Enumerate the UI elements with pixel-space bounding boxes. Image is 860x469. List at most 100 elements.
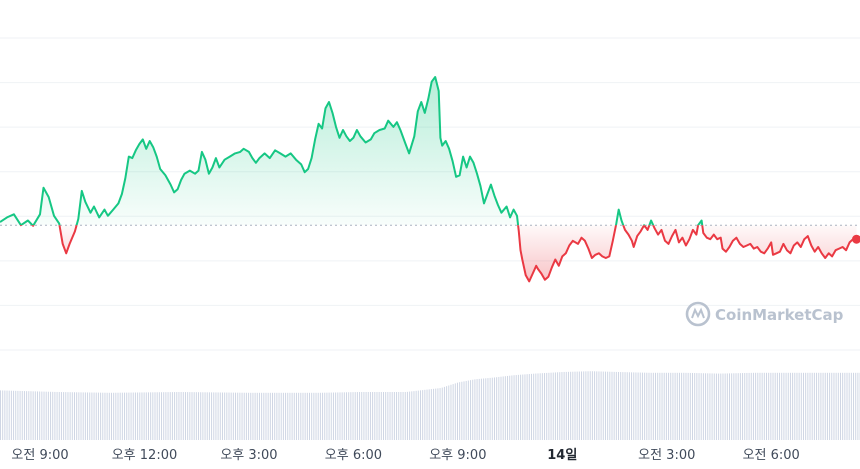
volume-bar <box>69 392 71 440</box>
price-lines <box>0 76 857 283</box>
volume-bar <box>476 379 478 440</box>
volume-bar <box>195 392 197 440</box>
volume-bar <box>515 375 517 440</box>
volume-bar <box>15 390 17 440</box>
volume-bar <box>4 390 6 440</box>
volume-bar <box>574 371 576 440</box>
volume-bar <box>356 392 358 440</box>
volume-bar <box>237 392 239 440</box>
volume-bar <box>822 372 824 440</box>
volume-bar <box>82 392 84 440</box>
volume-bar <box>737 373 739 440</box>
volume-bar <box>524 374 526 440</box>
volume-bar <box>615 371 617 440</box>
volume-bar <box>385 392 387 440</box>
volume-bar <box>659 372 661 440</box>
x-axis: 오전 9:00 오후 12:00 오후 3:00 오후 6:00 오후 9:00 14일 오… <box>11 448 799 463</box>
watermark-text: CoinMarketCap <box>715 306 844 324</box>
volume-bar <box>208 392 210 440</box>
volume-bar <box>570 371 572 440</box>
volume-bar <box>496 377 498 440</box>
volume-bar <box>552 372 554 440</box>
volume-bar <box>541 373 543 440</box>
volume-bar <box>398 392 400 440</box>
volume-bar <box>781 372 783 440</box>
volume-bar <box>554 372 556 440</box>
volume-bar <box>504 376 506 440</box>
volume-bar <box>117 392 119 440</box>
volume-bar <box>433 388 435 440</box>
volume-bar <box>502 376 504 440</box>
volume-bar <box>583 371 585 440</box>
volume-bar <box>291 392 293 440</box>
volume-bar <box>681 372 683 440</box>
volume-bar <box>489 377 491 440</box>
volume-bar <box>846 372 848 440</box>
volume-bar <box>276 392 278 440</box>
volume-bar <box>581 371 583 440</box>
volume-bar <box>578 371 580 440</box>
volume-bar <box>54 391 56 440</box>
volume-bar <box>794 372 796 440</box>
volume-bar <box>839 372 841 440</box>
x-tick-label: 오전 6:00 <box>743 448 800 463</box>
volume-bar <box>121 392 123 440</box>
volume-bar <box>735 373 737 440</box>
volume-bar <box>765 372 767 440</box>
volume-bar <box>713 373 715 440</box>
volume-bar <box>300 392 302 440</box>
volume-bar <box>337 392 339 440</box>
volume-bar <box>668 372 670 440</box>
volume-bar <box>626 372 628 440</box>
volume-bar <box>402 392 404 440</box>
volume-bar <box>707 373 709 440</box>
volume-bar <box>369 392 371 440</box>
volume-bar <box>391 392 393 440</box>
volume-bar <box>770 372 772 440</box>
volume-bar <box>491 377 493 440</box>
volume-bar <box>715 373 717 440</box>
volume-bar <box>171 392 173 440</box>
volume-bar <box>311 392 313 440</box>
volume-bar <box>415 390 417 440</box>
volume-bar <box>813 372 815 440</box>
volume-bar <box>163 392 165 440</box>
volume-bar <box>539 373 541 440</box>
volume-bar <box>774 372 776 440</box>
volume-bar <box>711 373 713 440</box>
volume-bar <box>620 372 622 440</box>
volume-bar <box>604 371 606 440</box>
volume-bar <box>32 391 34 440</box>
volume-bar <box>289 392 291 440</box>
volume-bar <box>306 392 308 440</box>
x-tick-label: 14일 <box>547 448 577 463</box>
volume-bar <box>635 372 637 440</box>
volume-bar <box>787 372 789 440</box>
volume-bar <box>461 381 463 440</box>
volume-bar <box>265 392 267 440</box>
volume-bar <box>298 392 300 440</box>
x-tick-label: 오후 3:00 <box>220 448 277 463</box>
volume-bar <box>250 392 252 440</box>
volume-bar <box>526 374 528 440</box>
volume-bars <box>0 371 860 440</box>
volume-bar <box>533 373 535 440</box>
volume-bar <box>359 392 361 440</box>
volume-bar <box>178 392 180 440</box>
volume-bar <box>376 392 378 440</box>
volume-bar <box>352 392 354 440</box>
volume-bar <box>113 392 115 440</box>
volume-bar <box>21 391 23 440</box>
volume-bar <box>587 371 589 440</box>
volume-bar <box>561 372 563 440</box>
volume-bar <box>248 392 250 440</box>
volume-bar <box>285 392 287 440</box>
volume-bar <box>389 392 391 440</box>
volume-bar <box>663 372 665 440</box>
volume-bar <box>535 373 537 440</box>
volume-bar <box>396 392 398 440</box>
volume-bar <box>785 372 787 440</box>
volume-bar <box>609 371 611 440</box>
